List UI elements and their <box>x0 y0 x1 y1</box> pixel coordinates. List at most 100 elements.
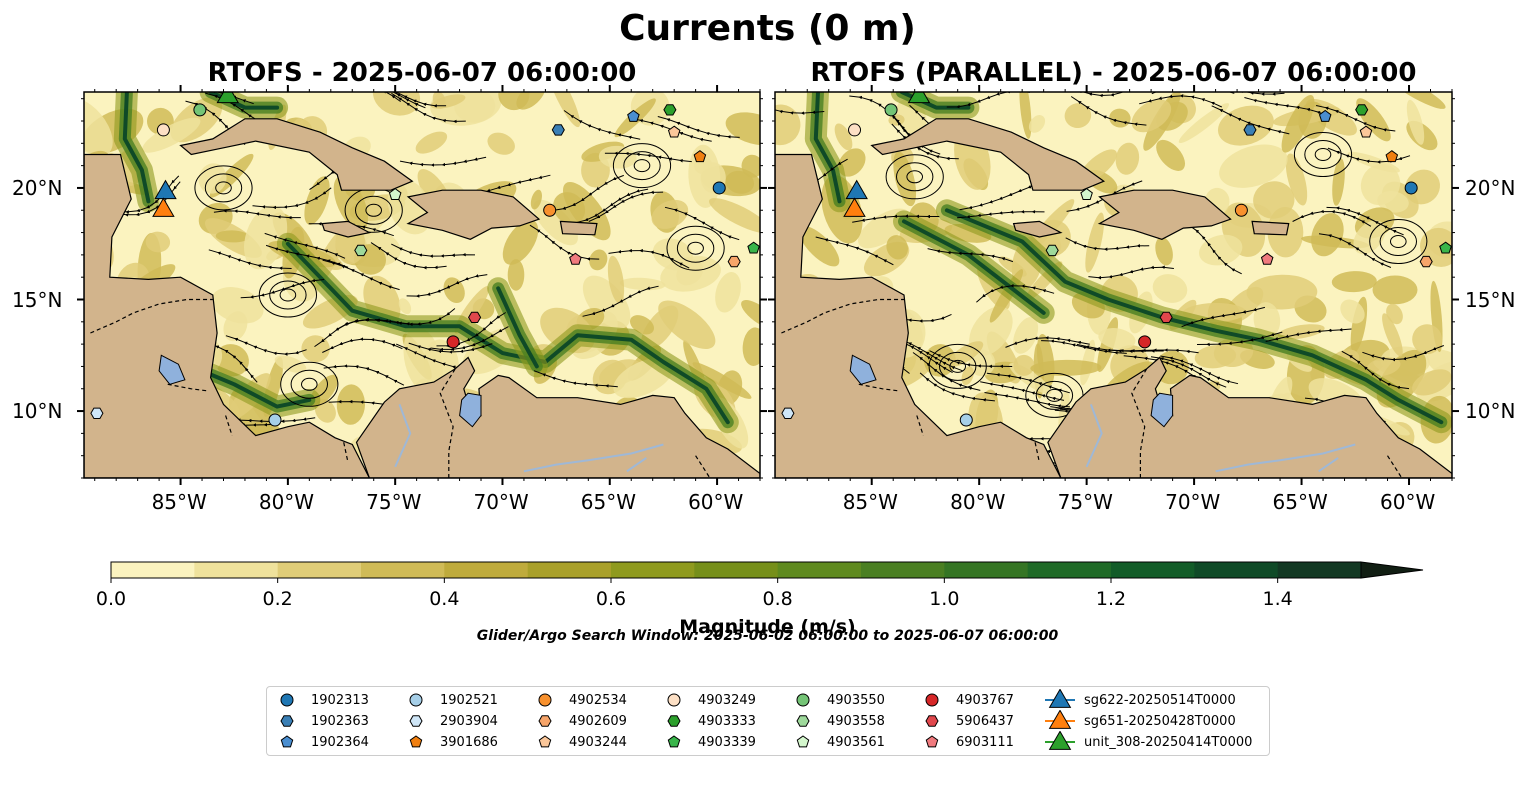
streamline <box>84 475 90 477</box>
float-marker-4903249 <box>156 123 170 137</box>
float-marker-1902364 <box>1318 109 1332 122</box>
streamline <box>1139 94 1223 108</box>
country-border <box>858 383 900 392</box>
eddy-streamline <box>1293 132 1353 177</box>
legend-label: 4903333 <box>698 713 756 729</box>
float-marker-2903904 <box>781 407 795 419</box>
country-border <box>695 455 711 478</box>
streamline <box>927 248 1014 263</box>
lon-tick-label: 85°W <box>151 490 207 514</box>
legend-label: 5906437 <box>956 713 1014 729</box>
colorbar-tick-label: 0.4 <box>429 588 460 610</box>
streamline <box>240 278 325 299</box>
eddy-streamline <box>1390 235 1407 248</box>
current-field-patch <box>741 154 760 178</box>
streamline <box>213 209 301 220</box>
current-field-patch <box>1405 169 1440 205</box>
float-marker-2903904 <box>90 407 104 419</box>
colorbar-segment <box>694 562 779 578</box>
streamline <box>408 342 493 354</box>
streamline <box>322 337 403 353</box>
float-marker-4902534 <box>543 203 557 217</box>
legend-label: sg651-20250428T0000 <box>1084 713 1236 729</box>
streamline <box>657 116 740 139</box>
legend-pentagon-icon <box>925 735 939 748</box>
current-band-core <box>496 286 539 369</box>
current-field-patch <box>1246 274 1318 310</box>
float-marker-4903558 <box>1045 244 1059 257</box>
lon-tick-label: 65°W <box>1272 490 1328 514</box>
eddy-streamline <box>928 343 987 389</box>
legend-item: sg622-20250514T0000 <box>1044 689 1236 710</box>
colorbar-tick-label: 0.2 <box>262 588 293 610</box>
float-marker-1902363 <box>551 124 565 136</box>
streamline <box>331 92 401 103</box>
eddy-streamline <box>633 159 651 173</box>
glider-marker-sg651-20250428T0000 <box>152 197 175 217</box>
country-border <box>1034 442 1040 463</box>
eddy-streamline <box>623 151 661 181</box>
current-field-patch <box>215 230 250 243</box>
eddy-streamline <box>279 288 297 302</box>
maps-canvas <box>77 85 1459 485</box>
current-field-patch <box>502 219 539 265</box>
lon-tick-label: 70°W <box>473 490 529 514</box>
lon-tick-label: 80°W <box>950 490 1006 514</box>
current-field-patch <box>415 131 448 154</box>
streamline <box>264 232 346 259</box>
current-field-patch <box>1156 139 1186 171</box>
country-border <box>90 298 213 334</box>
current-field-patch <box>1285 153 1308 206</box>
land <box>1047 356 1452 478</box>
float-marker-1902364 <box>627 109 640 122</box>
streamline <box>1341 350 1410 390</box>
float-marker-4903550 <box>884 103 898 117</box>
eddy-streamline <box>1046 388 1063 402</box>
legend-label: 4903550 <box>827 692 885 708</box>
colorbar-segment <box>1194 562 1279 578</box>
glider-marker-sg651-20250428T0000 <box>843 197 866 217</box>
river <box>394 404 412 468</box>
current-field-patch <box>142 117 201 153</box>
legend-circle-icon <box>925 693 939 707</box>
float-marker-3901686 <box>1385 150 1399 163</box>
country-border <box>781 298 904 334</box>
eddy-streamline <box>666 225 725 271</box>
streamline <box>1070 96 1147 126</box>
legend-label: 4903767 <box>956 692 1014 708</box>
current-field-patch <box>715 272 741 313</box>
current-field-patch <box>1155 236 1173 266</box>
streamline <box>976 283 1055 303</box>
eddy-streamline <box>687 241 704 255</box>
current-field-patch <box>658 300 716 350</box>
eddy-streamline <box>1379 227 1418 256</box>
current-field-patch <box>1030 359 1102 376</box>
float-marker-4903339 <box>1439 241 1452 254</box>
lon-tick-label: 70°W <box>1165 490 1221 514</box>
float-marker-4902609 <box>727 255 741 268</box>
float-marker-4902534 <box>1234 203 1248 217</box>
current-field-patch <box>1382 313 1403 357</box>
legend-label: unit_308-20250414T0000 <box>1084 734 1253 750</box>
legend-item: 5906437 <box>922 711 1014 731</box>
current-field-patch <box>1412 324 1443 355</box>
streamline <box>116 175 180 214</box>
colorbar-segment <box>777 562 862 578</box>
country-border <box>1131 368 1148 478</box>
lon-tick-label: 65°W <box>580 490 636 514</box>
current-field-patch <box>893 151 917 207</box>
colorbar-segment <box>861 562 945 578</box>
streamline <box>406 274 488 298</box>
streamline <box>946 92 1030 109</box>
current-field-patch <box>1025 199 1075 253</box>
streamline <box>664 206 740 241</box>
country-border <box>343 442 349 463</box>
streamline <box>323 364 405 386</box>
lat-tick-label-right: 10°N <box>1465 399 1516 424</box>
current-field-patch <box>274 355 307 373</box>
current-field-patch <box>1152 274 1188 303</box>
float-marker-4903561 <box>388 187 402 200</box>
glider-marker-sg622-20250514T0000 <box>845 179 868 200</box>
streamline <box>533 370 618 388</box>
legend-label: 3901686 <box>440 734 498 750</box>
